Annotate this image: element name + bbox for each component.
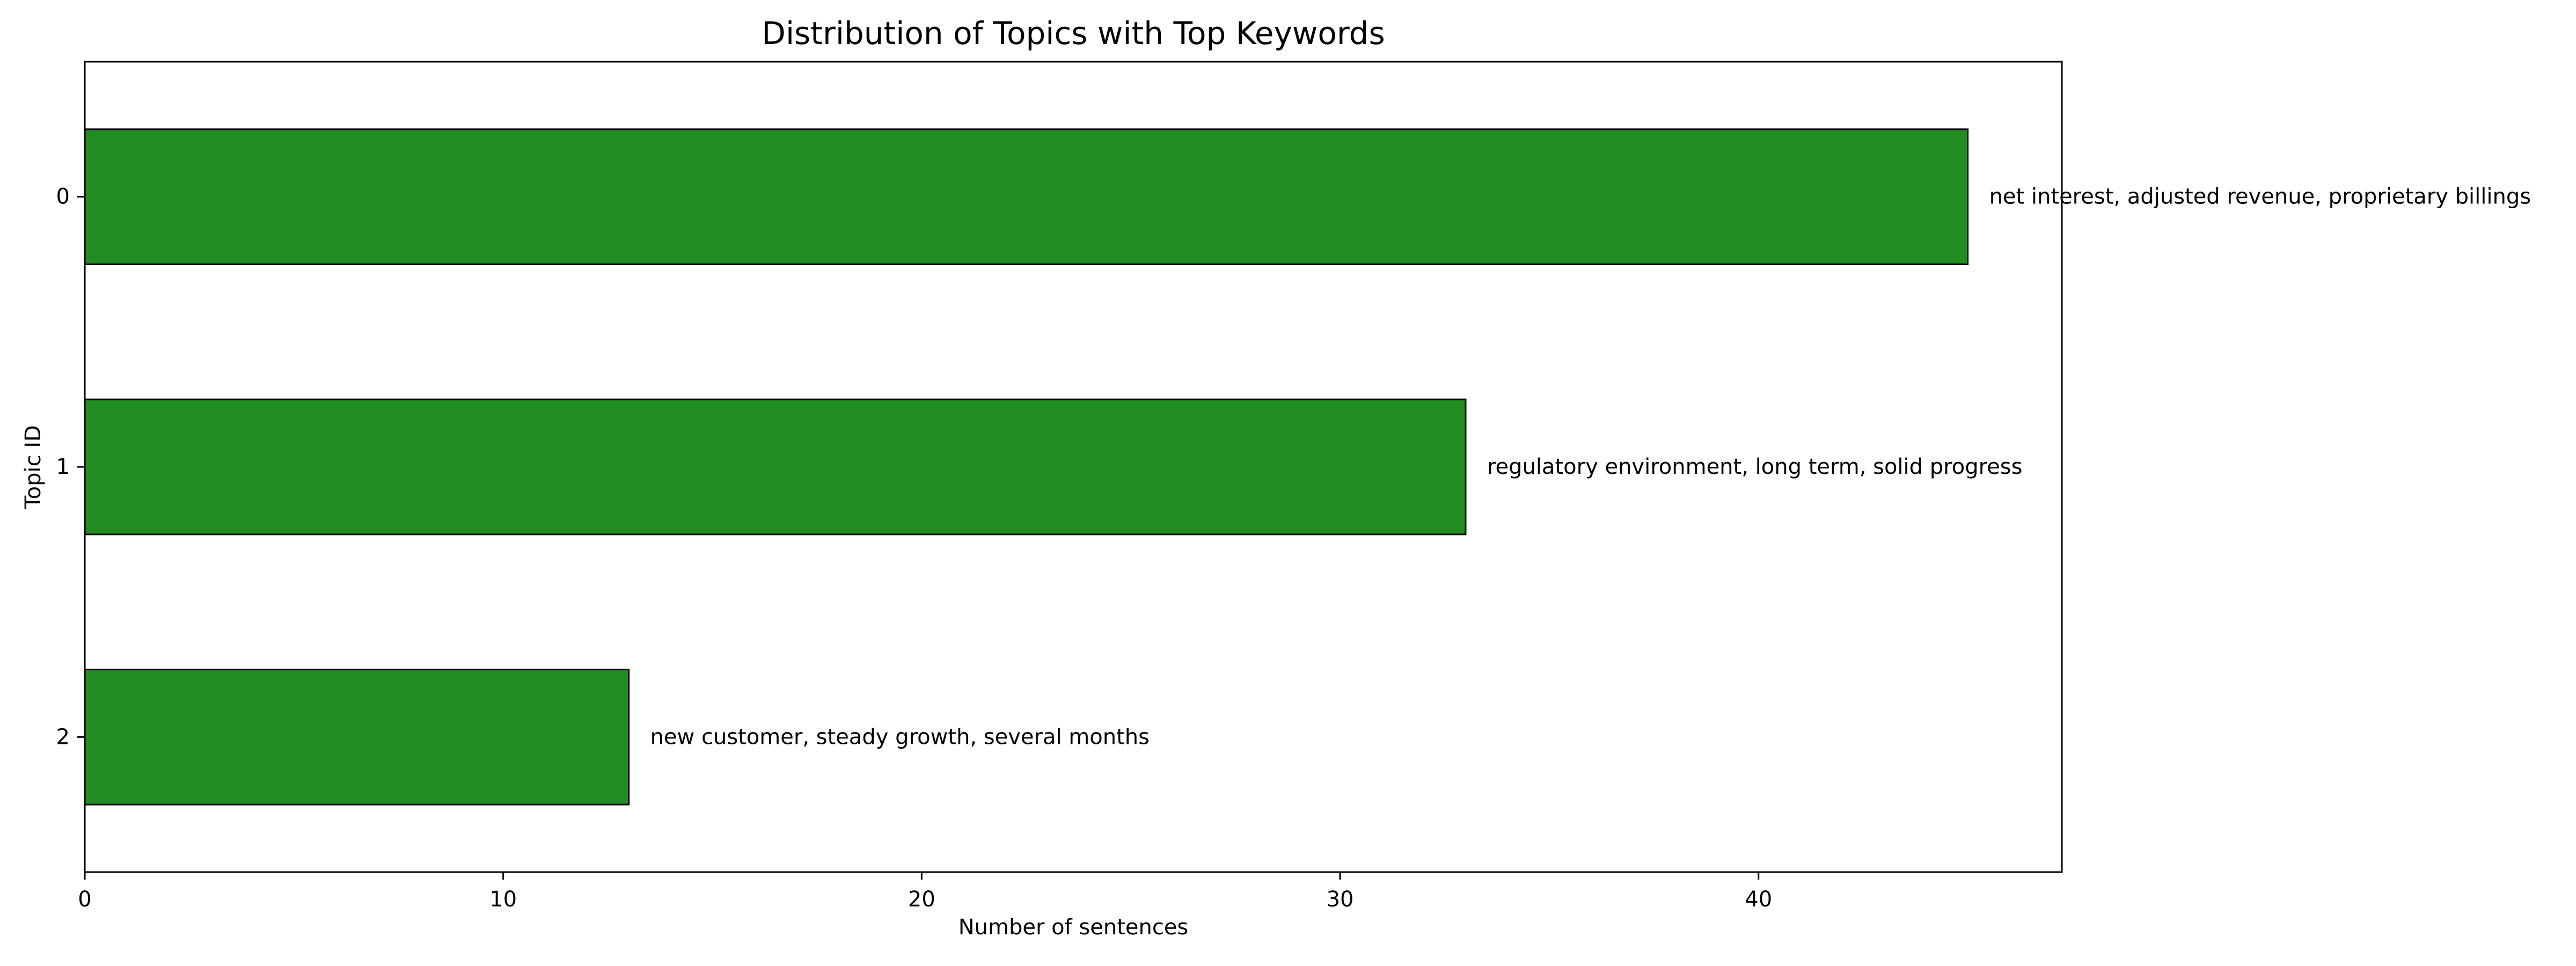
bar-annotations-layer: net interest, adjusted revenue, propriet… [650,185,2531,750]
y-axis-label: Topic ID [21,425,46,509]
chart-title: Distribution of Topics with Top Keywords [762,15,1385,52]
plot-frame [84,61,2063,873]
x-tick-label: 0 [78,887,91,912]
y-tick-label: 1 [56,455,70,479]
x-tick-label: 40 [1745,887,1772,912]
x-axis-label: Number of sentences [958,915,1189,940]
bar-topic-2 [84,669,630,806]
y-tick-label: 2 [56,724,70,749]
y-tick-label: 0 [56,185,70,209]
bar-annotation: new customer, steady growth, several mon… [650,724,1150,749]
x-tick-label: 20 [908,887,935,912]
bar-topic-1 [84,398,1467,536]
x-tick-label: 30 [1327,887,1354,912]
bar-annotation: net interest, adjusted revenue, propriet… [1989,185,2531,209]
bar-annotation: regulatory environment, long term, solid… [1487,455,2023,479]
bar-topic-0 [84,128,1969,265]
x-tick-label: 10 [489,887,517,912]
bars-layer [84,128,1969,806]
